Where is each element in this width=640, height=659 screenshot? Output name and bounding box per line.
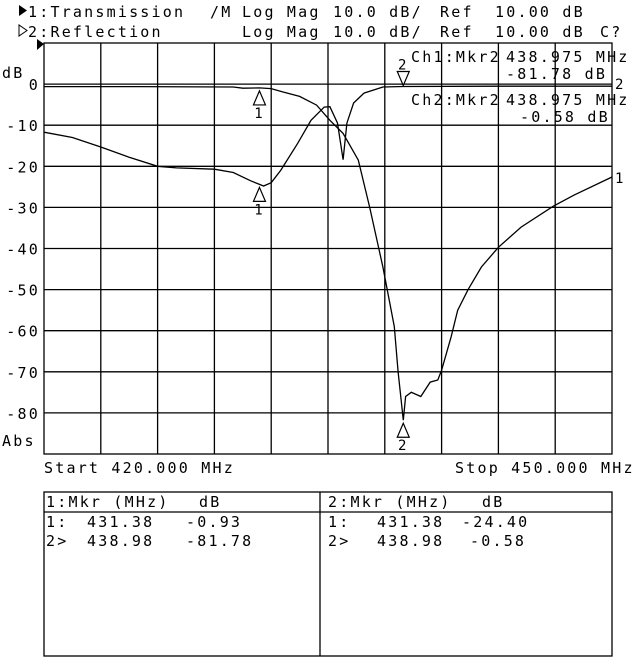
- table1-row1-db: -0.93: [186, 513, 242, 531]
- trace-1-end-label: 1: [615, 171, 625, 187]
- marker-number-label: 1: [254, 202, 264, 218]
- marker-number-label: 1: [254, 106, 264, 122]
- table1-header-db: dB: [199, 493, 221, 511]
- marker-triangle-icon: [396, 70, 411, 88]
- ch2-status: C?: [600, 23, 622, 41]
- table2-header-mkr: 2:Mkr (MHz): [328, 493, 452, 511]
- marker-triangle-icon: [252, 89, 267, 106]
- ch2-scale: 10.0 dB/: [333, 23, 423, 41]
- ch1-readout-label: Ch1:Mkr2: [411, 48, 501, 66]
- y-tick-label: -20: [6, 158, 40, 176]
- y-tick-label: -60: [6, 323, 40, 341]
- trace-1-line: [44, 85, 613, 421]
- ch2-readout-freq: 438.975 MHz: [506, 91, 630, 109]
- ch1-active-triangle-icon: [19, 5, 27, 16]
- table1-header-mkr: 1:Mkr (MHz): [46, 493, 170, 511]
- y-tick-label: -70: [6, 364, 40, 382]
- ch2-readout-label: Ch2:Mkr2: [411, 91, 501, 109]
- y-tick-label: -50: [6, 282, 40, 300]
- ch2-ref-label: Ref: [440, 23, 474, 41]
- ch2-format: Log Mag: [242, 23, 321, 41]
- ch2-label: 2:Reflection: [28, 23, 163, 41]
- table2-row1-freq: 431.38: [377, 513, 444, 531]
- marker-table: 1:Mkr (MHz) dB 1: 431.38 -0.93 2> 438.98…: [43, 491, 613, 657]
- trace-2-end-label: 2: [615, 77, 625, 93]
- y-tick-label: 0: [29, 76, 40, 94]
- ch1-mode: /M: [210, 3, 232, 21]
- table2-row2-freq: 438.98: [377, 532, 444, 550]
- trace-2-line: [43, 85, 612, 187]
- ch1-format: Log Mag: [242, 3, 321, 21]
- ch1-readout-freq: 438.975 MHz: [506, 48, 630, 66]
- table1-row2-id: 2>: [46, 532, 68, 550]
- start-frequency: Start 420.000 MHz: [44, 459, 235, 477]
- ch1-ref-value: 10.00 dB: [495, 3, 585, 21]
- y-tick-label: -30: [6, 199, 40, 217]
- y-axis-abs-label: Abs: [2, 432, 36, 450]
- marker-triangle-icon: [396, 421, 411, 438]
- table2-row1-db: -24.40: [462, 513, 529, 531]
- ch1-ref-label: Ref: [440, 3, 474, 21]
- ch1-readout-value: -81.78 dB: [506, 65, 607, 83]
- marker-triangle-icon: [252, 185, 267, 202]
- stop-frequency: Stop 450.000 MHz: [455, 459, 635, 477]
- table1-row1-freq: 431.38: [87, 513, 154, 531]
- plot-grid: [43, 42, 613, 455]
- table1-row2-db: -81.78: [186, 532, 253, 550]
- ch1-scale: 10.0 dB/: [333, 3, 423, 21]
- table2-row2-db: -0.58: [470, 532, 526, 550]
- table2-row1-id: 1:: [328, 513, 350, 531]
- reference-position-arrow-icon: [37, 39, 44, 50]
- markers: 1 2 1 2: [252, 57, 411, 454]
- y-tick-label: -80: [6, 405, 40, 423]
- y-tick-labels: 0 -10 -20 -30 -40 -50 -60 -70 -80: [6, 76, 40, 423]
- ch2-readout-value: -0.58 dB: [520, 108, 610, 126]
- marker-number-label: 2: [398, 438, 408, 454]
- marker-number-label: 2: [398, 57, 408, 73]
- table1-row1-id: 1:: [46, 513, 68, 531]
- table1-row2-freq: 438.98: [87, 532, 154, 550]
- y-axis-unit: dB: [2, 64, 24, 82]
- y-tick-label: -10: [6, 117, 40, 135]
- y-tick-label: -40: [6, 241, 40, 259]
- ch2-triangle-icon: [18, 24, 28, 37]
- traces: [43, 85, 613, 421]
- ch2-ref-value: 10.00 dB: [495, 23, 585, 41]
- table2-header-db: dB: [482, 493, 504, 511]
- table2-row2-id: 2>: [328, 532, 350, 550]
- ch1-label: 1:Transmission: [28, 3, 185, 21]
